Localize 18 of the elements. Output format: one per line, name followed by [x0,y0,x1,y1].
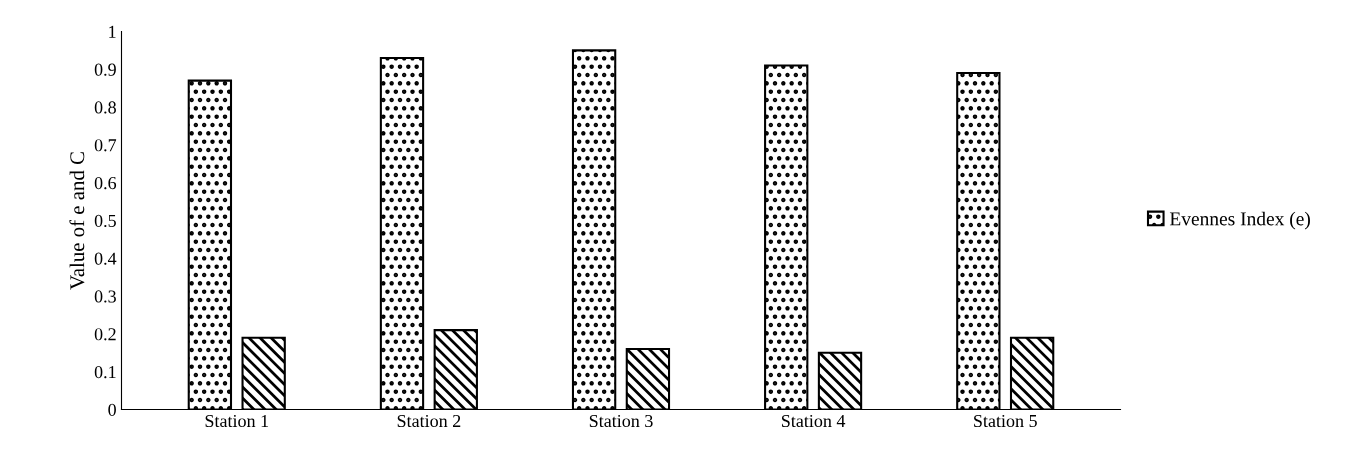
x-tick-label: Station 4 [781,414,846,428]
legend-label: Evennes Index (e) [1169,211,1310,230]
y-tick-label: 0.6 [94,176,117,190]
y-tick-label: 0.3 [94,290,116,303]
y-tick-label: 0.5 [94,214,116,228]
y-tick-label: 0.9 [94,63,116,76]
y-tick-label: 0.2 [94,328,116,341]
x-tick-label: Station 2 [397,414,461,428]
y-tick-label: 0.4 [94,252,117,265]
x-tick-label: Station 5 [974,414,1037,428]
y-tick-label: 0 [108,403,116,416]
x-tick-label: Station 3 [589,414,653,428]
y-tick-label: 0.7 [94,139,117,152]
y-tick-label: 0.8 [94,101,116,114]
x-tick-label: Station 1 [205,414,269,428]
y-axis-title: Value of e and C [69,152,85,290]
y-tick-label: 1 [109,25,116,38]
y-tick-label: 0.1 [94,365,116,379]
